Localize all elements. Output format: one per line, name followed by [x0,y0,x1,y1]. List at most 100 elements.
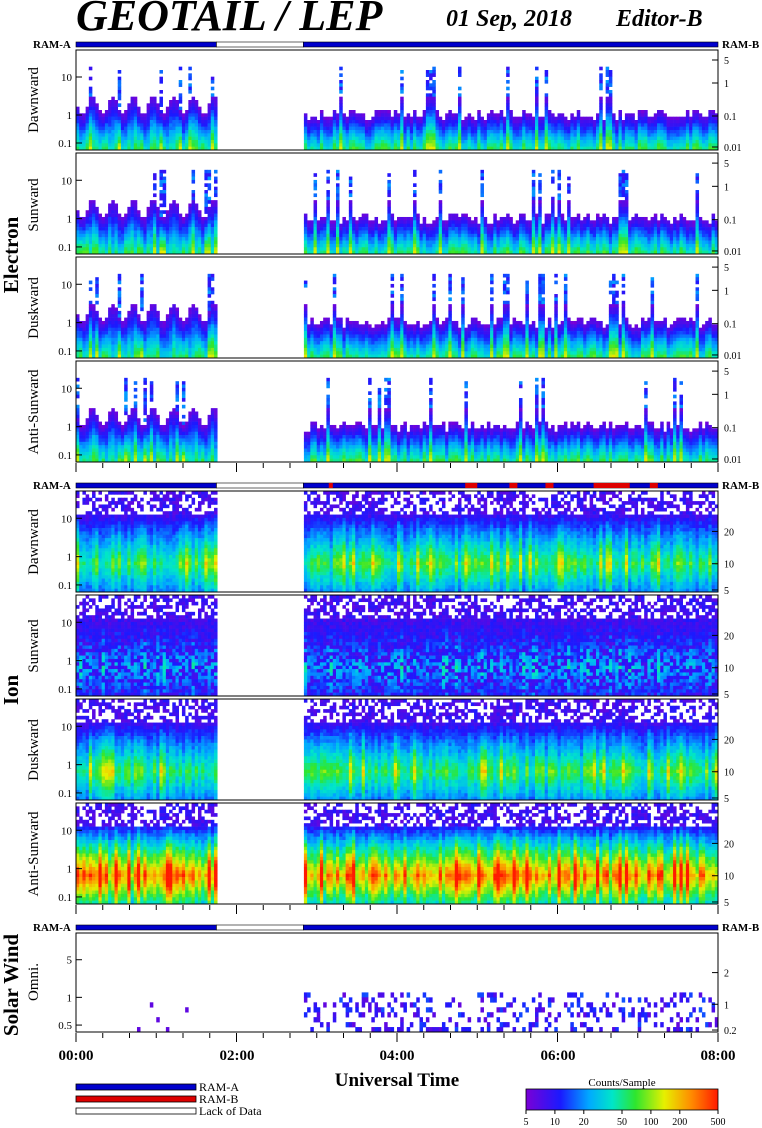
spectrogram-cell [194,354,199,359]
spectrogram-cell [692,230,696,235]
spectrogram-cell [480,120,484,124]
spectrogram-cell [496,130,501,134]
spectrogram-cell [178,113,183,117]
spectrogram-cell [438,116,443,121]
spectrogram-cell [207,133,212,137]
spectrogram-cell [583,247,587,251]
spectrogram-cell [117,123,122,127]
spectrogram-cell [153,100,157,104]
spectrogram-cell [207,216,212,221]
spectrogram-cell [162,250,167,255]
spectrogram-cell [79,140,83,144]
spectrogram-cell [169,243,173,248]
spectrogram-cell [490,116,494,121]
spectrogram-cell [98,247,102,251]
spectrogram-cell [480,146,484,151]
spectrogram-cell [108,133,112,137]
spectrogram-cell [104,243,109,248]
spectrogram-cell [708,140,712,144]
spectrogram-cell [496,227,501,231]
spectrogram-cell [531,116,536,121]
spectrogram-cell [602,123,606,127]
spectrogram-cell [149,331,154,335]
spectrogram-cell [172,337,176,342]
spectrogram-cell [348,130,353,134]
spectrogram-cell [692,146,696,151]
spectrogram-cell [120,240,125,245]
spectrogram-cell [143,341,147,345]
spectrogram-cell [422,120,427,124]
spectrogram-cell [515,140,520,144]
spectrogram-cell [605,126,610,131]
spectrogram-cell [380,247,385,251]
spectrogram-cell [214,103,218,107]
spectrogram-cell [127,334,131,339]
spectrogram-cell [210,216,215,221]
spectrogram-cell [612,140,616,144]
spectrogram-cell [570,140,574,144]
spectrogram-cell [474,130,478,134]
spectrogram-cell [165,341,170,345]
spectrogram-cell [191,169,196,174]
spectrogram-cell [454,116,459,121]
spectrogram-cell [169,116,173,121]
spectrogram-cell [127,237,131,241]
spectrogram-cell [98,334,102,339]
spectrogram-cell [197,230,202,235]
spectrogram-cell [345,123,350,127]
spectrogram-cell [531,123,536,127]
spectrogram-cell [557,203,562,208]
spectrogram-cell [214,223,218,228]
spectrogram-cell [387,190,391,194]
spectrogram-cell [185,223,189,228]
spectrogram-cell [191,223,196,228]
spectrogram-cell [169,341,173,345]
spectrogram-cell [563,120,568,124]
spectrogram-cell [692,110,696,114]
spectrogram-cell [425,83,430,87]
spectrogram-cell [705,120,709,124]
spectrogram-cell [149,116,154,121]
spectrogram-cell [393,146,398,151]
spectrogram-cell [384,220,388,224]
spectrogram-cell [197,216,202,221]
spectrogram-cell [483,133,488,137]
spectrogram-cell [438,190,443,194]
spectrogram-cell [111,337,115,342]
spectrogram-cell [698,140,703,144]
spectrogram-cell [210,126,215,131]
spectrogram-cell [615,136,619,141]
spectrogram-cell [204,193,208,198]
spectrogram-cell [689,140,693,144]
spectrogram-cell [612,247,616,251]
spectrogram-cell [653,143,658,147]
spectrogram-cell [310,146,314,151]
spectrogram-cell [303,123,308,127]
spectrogram-cell [88,130,93,134]
spectrogram-cell [673,233,677,238]
spectrogram-cell [560,216,565,221]
spectrogram-cell [313,250,318,255]
spectrogram-cell [336,196,340,201]
spectrogram-cell [429,227,433,231]
spectrogram-cell [156,116,160,121]
spectrogram-cell [413,216,417,221]
spectrogram-cell [663,243,667,248]
spectrogram-cell [563,136,568,141]
spectrogram-cell [98,337,102,342]
spectrogram-cell [689,227,693,231]
spectrogram-cell [146,110,151,114]
spectrogram-cell [432,100,436,104]
spectrogram-cell [197,351,202,355]
spectrogram-cell [153,176,157,181]
spectrogram-cell [692,140,696,144]
spectrogram-cell [605,250,610,255]
spectrogram-cell [438,250,443,255]
spectrogram-cell [143,113,147,117]
spectrogram-cell [336,126,340,131]
spectrogram-cell [640,223,645,228]
spectrogram-cell [79,351,83,355]
spectrogram-cell [560,243,565,248]
spectrogram-cell [612,243,616,248]
spectrogram-cell [490,237,494,241]
